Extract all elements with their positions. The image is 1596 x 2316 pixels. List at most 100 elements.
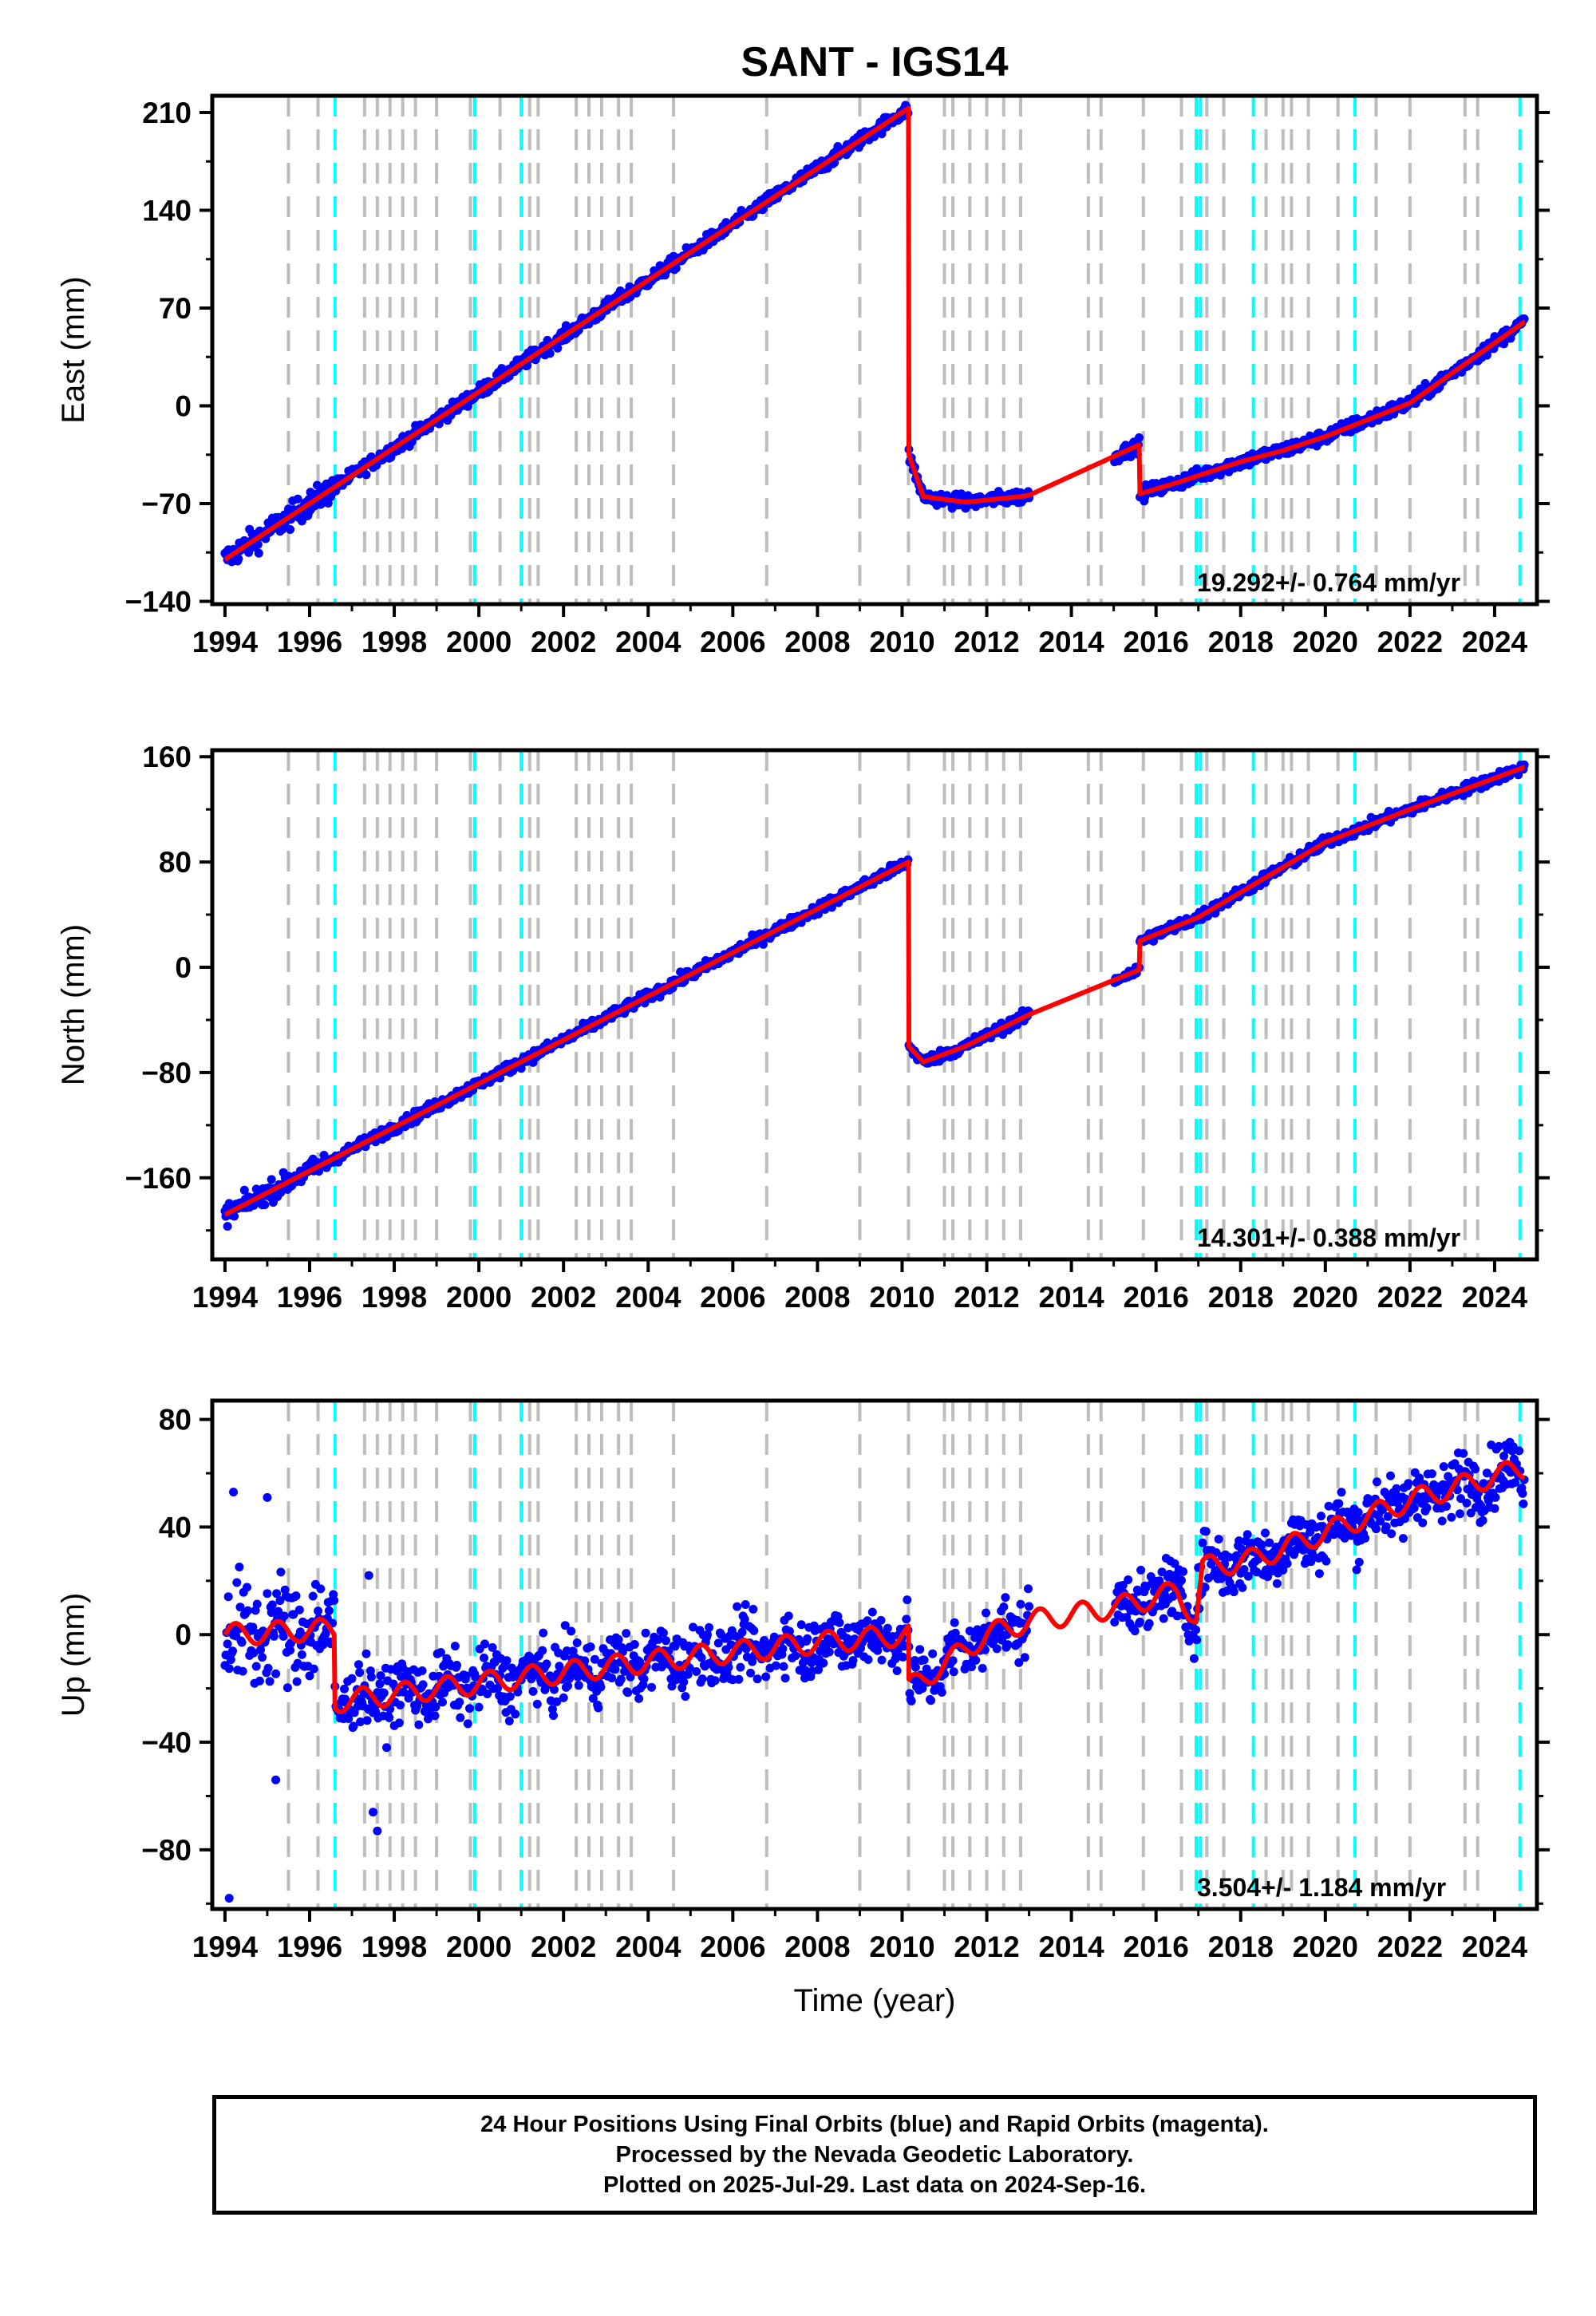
y-tick-label: 0 — [175, 1618, 192, 1651]
data-point — [1020, 1653, 1029, 1662]
data-point — [538, 1646, 547, 1655]
data-point — [375, 1679, 385, 1689]
data-point — [260, 1200, 270, 1210]
x-tick-label: 2024 — [1462, 1281, 1528, 1314]
data-point — [309, 1664, 318, 1674]
outlier-point — [263, 1492, 272, 1502]
data-point — [999, 1603, 1009, 1611]
data-point — [1398, 1534, 1408, 1543]
outlier-point — [373, 1826, 382, 1836]
footer-line-plot-dates: Plotted on 2025-Jul-29. Last data on 202… — [602, 2172, 1147, 2198]
data-point — [915, 1645, 925, 1654]
rate-label-up: 3.504+/- 1.184 mm/yr — [1197, 1873, 1446, 1902]
data-point — [639, 1674, 649, 1684]
data-point — [1372, 1524, 1381, 1534]
data-point — [1361, 1533, 1370, 1543]
data-point — [282, 1683, 292, 1693]
data-point — [267, 1175, 276, 1184]
data-point — [692, 1667, 701, 1676]
x-tick-label: 2010 — [869, 1281, 934, 1314]
data-point — [950, 1618, 959, 1627]
data-point — [238, 1666, 247, 1676]
x-tick-label: 2020 — [1293, 1931, 1358, 1963]
data-point — [1003, 1640, 1013, 1650]
data-point — [710, 1676, 720, 1686]
data-point — [234, 554, 243, 563]
data-point — [271, 1669, 281, 1678]
y-axis-label-north: North (mm) — [56, 924, 91, 1085]
data-point — [746, 1668, 756, 1678]
data-point — [1404, 1479, 1413, 1488]
y-tick-label: −40 — [141, 1726, 192, 1759]
data-point — [937, 1688, 946, 1697]
x-tick-label: 1998 — [361, 1281, 427, 1314]
footer-info-box: 24 Hour Positions Using Final Orbits (bl… — [212, 2095, 1537, 2215]
data-point — [244, 547, 254, 557]
data-point — [293, 494, 302, 504]
data-point — [223, 1592, 233, 1602]
y-tick-label: 210 — [142, 97, 192, 129]
data-point — [267, 1600, 277, 1610]
data-point — [1518, 1488, 1527, 1498]
x-tick-label: 2006 — [700, 1281, 765, 1314]
data-point — [366, 1672, 376, 1682]
data-point — [1317, 1512, 1325, 1521]
data-point — [737, 1627, 747, 1637]
x-tick-label: 2008 — [784, 626, 850, 658]
data-point — [480, 1653, 488, 1662]
x-tick-label: 1996 — [277, 1281, 342, 1314]
data-point — [594, 1703, 603, 1713]
data-point — [545, 349, 555, 358]
data-point — [1392, 1484, 1401, 1493]
data-point — [863, 1655, 873, 1664]
y-tick-label: 80 — [159, 1404, 192, 1437]
x-tick-label: 2006 — [700, 1931, 765, 1963]
data-point — [254, 548, 263, 558]
data-point — [294, 1605, 304, 1614]
data-point — [907, 1696, 916, 1705]
chart-title: SANT - IGS14 — [741, 39, 1008, 85]
data-point — [361, 470, 371, 480]
data-point — [255, 1676, 264, 1686]
data-point — [555, 1662, 564, 1671]
data-point — [291, 1591, 301, 1601]
data-point — [741, 1600, 750, 1609]
data-point — [616, 1674, 626, 1684]
x-tick-label: 2022 — [1377, 1281, 1443, 1314]
x-tick-label: 2020 — [1293, 1281, 1358, 1314]
data-point — [463, 1719, 472, 1729]
data-point — [992, 1644, 1001, 1654]
x-tick-label: 2024 — [1462, 1931, 1528, 1963]
data-point — [324, 1606, 334, 1615]
data-point — [1177, 1575, 1186, 1585]
data-point — [330, 1595, 339, 1605]
data-point — [697, 1674, 707, 1684]
x-tick-label: 1996 — [277, 1931, 342, 1963]
x-tick-label: 2002 — [531, 626, 596, 658]
data-point — [452, 1661, 461, 1670]
y-tick-label: 40 — [159, 1511, 192, 1543]
data-point — [505, 1692, 515, 1701]
data-point — [1447, 1512, 1456, 1522]
y-tick-label: 0 — [175, 951, 192, 984]
data-point — [252, 1599, 262, 1609]
data-point — [596, 1682, 606, 1692]
data-point — [607, 1674, 617, 1683]
data-point — [1437, 1516, 1447, 1526]
data-point — [465, 1704, 474, 1713]
data-point — [1024, 1584, 1033, 1594]
data-point — [1272, 1579, 1282, 1588]
data-point — [1242, 1530, 1252, 1539]
data-point — [749, 1604, 758, 1614]
data-point — [779, 1662, 788, 1671]
data-point — [1381, 1522, 1391, 1531]
data-point — [1314, 1569, 1324, 1579]
data-point — [1491, 1492, 1500, 1502]
data-point — [418, 1680, 428, 1690]
data-point — [753, 1674, 762, 1684]
data-point — [362, 1716, 372, 1725]
data-point — [1354, 1557, 1364, 1567]
data-point — [528, 1686, 538, 1696]
